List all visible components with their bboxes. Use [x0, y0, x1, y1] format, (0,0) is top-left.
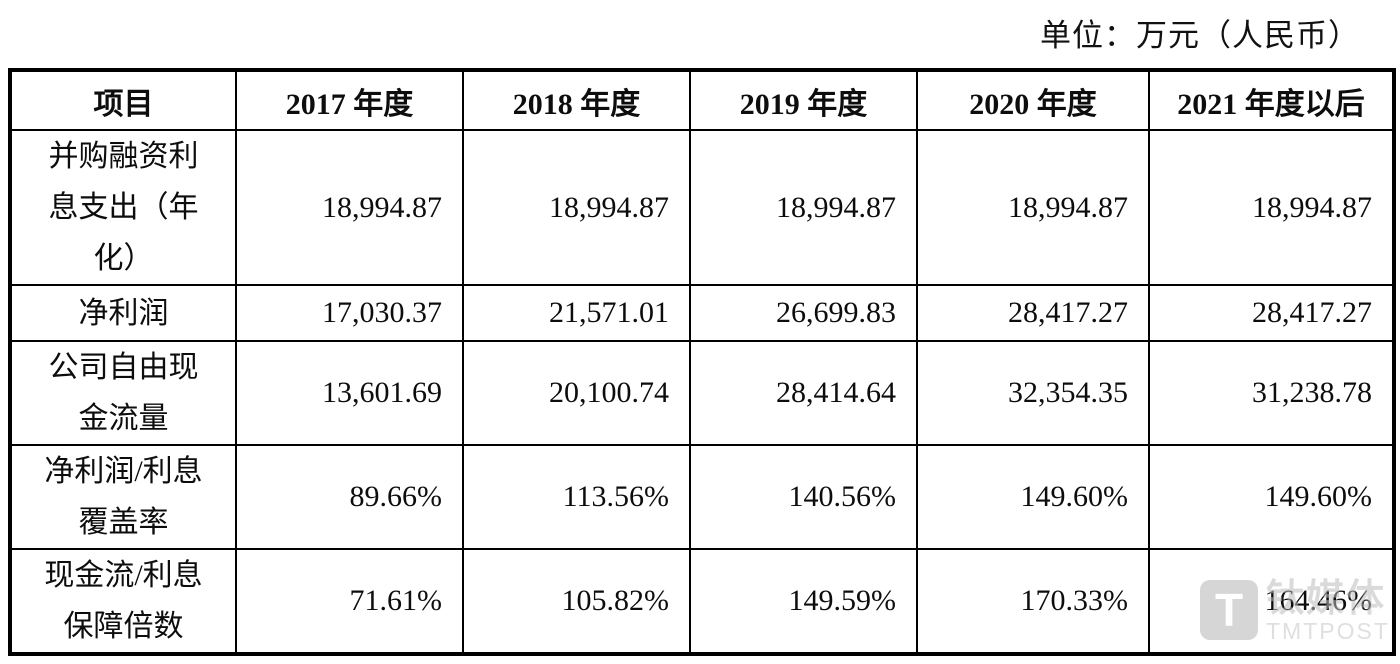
- cell-value: 170.33%: [916, 548, 1150, 655]
- header-2021-and-after: 2021 年度以后: [1148, 69, 1395, 131]
- cell-value: 20,100.74: [462, 340, 691, 446]
- cell-value: 164.46%: [1148, 548, 1395, 655]
- row-label: 公司自由现 金流量: [9, 340, 237, 446]
- cell-value: 149.60%: [1148, 444, 1395, 550]
- table-row-profit-interest-coverage: 净利润/利息 覆盖率 89.66% 113.56% 140.56% 149.60…: [9, 444, 1395, 550]
- cell-value: 149.59%: [689, 548, 918, 655]
- cell-value: 140.56%: [689, 444, 918, 550]
- header-2020: 2020 年度: [916, 69, 1150, 131]
- cell-value: 28,414.64: [689, 340, 918, 446]
- cell-value: 26,699.83: [689, 284, 918, 342]
- row-label: 现金流/利息 保障倍数: [9, 548, 237, 655]
- cell-value: 18,994.87: [916, 129, 1150, 286]
- cell-value: 21,571.01: [462, 284, 691, 342]
- cell-value: 31,238.78: [1148, 340, 1395, 446]
- cell-value: 28,417.27: [1148, 284, 1395, 342]
- table-header-row: 项目 2017 年度 2018 年度 2019 年度 2020 年度 2021 …: [9, 69, 1395, 131]
- financial-table: 项目 2017 年度 2018 年度 2019 年度 2020 年度 2021 …: [8, 68, 1396, 656]
- cell-value: 18,994.87: [689, 129, 918, 286]
- table-row-cashflow-interest-coverage: 现金流/利息 保障倍数 71.61% 105.82% 149.59% 170.3…: [9, 548, 1395, 655]
- cell-value: 32,354.35: [916, 340, 1150, 446]
- cell-value: 13,601.69: [235, 340, 464, 446]
- cell-value: 149.60%: [916, 444, 1150, 550]
- cell-value: 18,994.87: [1148, 129, 1395, 286]
- cell-value: 18,994.87: [462, 129, 691, 286]
- table-row-interest-expense: 并购融资利 息支出（年 化） 18,994.87 18,994.87 18,99…: [9, 129, 1395, 286]
- cell-value: 89.66%: [235, 444, 464, 550]
- cell-value: 113.56%: [462, 444, 691, 550]
- cell-value: 105.82%: [462, 548, 691, 655]
- cell-value: 28,417.27: [916, 284, 1150, 342]
- row-label: 净利润: [9, 284, 237, 342]
- cell-value: 17,030.37: [235, 284, 464, 342]
- row-label: 并购融资利 息支出（年 化）: [9, 129, 237, 286]
- header-2019: 2019 年度: [689, 69, 918, 131]
- header-2017: 2017 年度: [235, 69, 464, 131]
- cell-value: 71.61%: [235, 548, 464, 655]
- cell-value: 18,994.87: [235, 129, 464, 286]
- header-item: 项目: [9, 69, 237, 131]
- table-row-free-cash-flow: 公司自由现 金流量 13,601.69 20,100.74 28,414.64 …: [9, 340, 1395, 446]
- row-label: 净利润/利息 覆盖率: [9, 444, 237, 550]
- unit-label: 单位：万元（人民币）: [1040, 18, 1360, 53]
- header-2018: 2018 年度: [462, 69, 691, 131]
- table-row-net-profit: 净利润 17,030.37 21,571.01 26,699.83 28,417…: [9, 284, 1395, 342]
